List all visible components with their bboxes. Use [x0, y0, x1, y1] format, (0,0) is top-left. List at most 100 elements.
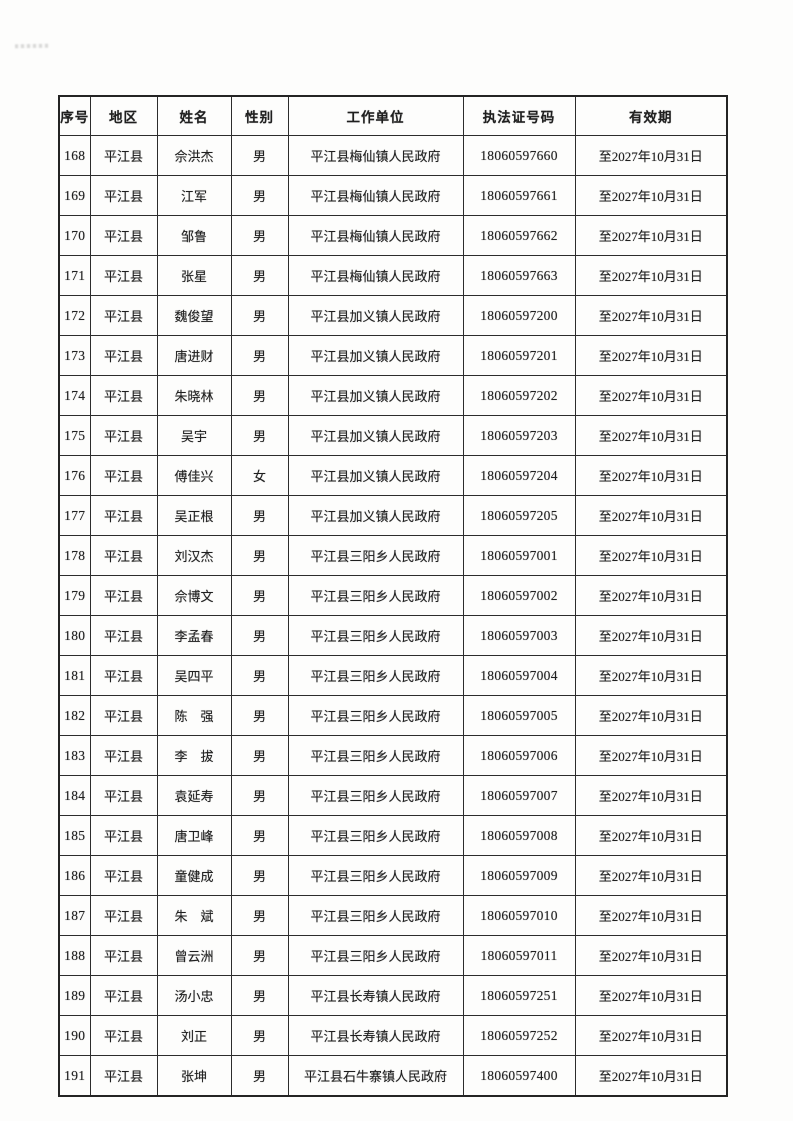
table-cell: 190 — [58, 1015, 91, 1056]
table-cell: 181 — [58, 655, 91, 696]
table-cell: 男 — [230, 255, 289, 296]
table-cell: 汤小忠 — [156, 975, 232, 1016]
table-cell: 男 — [230, 535, 289, 576]
table-cell: 至2027年10月31日 — [574, 895, 728, 936]
table-cell: 平江县 — [89, 1015, 158, 1056]
table-cell: 18060597005 — [462, 695, 576, 736]
table-cell: 刘正 — [156, 1015, 232, 1056]
table-cell: 男 — [230, 775, 289, 816]
table-row: 179 平江县 佘博文男平江县三阳乡人民政府 18060597002 至2027年10月… — [58, 575, 728, 616]
table-cell: 男 — [230, 695, 289, 736]
table-cell: 男 — [230, 295, 289, 336]
table-cell: 172 — [58, 295, 91, 336]
table-cell: 178 — [58, 535, 91, 576]
certificate-table: 序号 地区 姓名 性别 工作单位 执法证号码 有效期 168 平江县 佘洪杰男平江县梅仙镇人民政… — [58, 95, 728, 1097]
table-cell: 176 — [58, 455, 91, 496]
table-cell: 平江县加义镇人民政府 — [287, 295, 464, 336]
table-cell: 平江县 — [89, 615, 158, 656]
table-cell: 18060597662 — [462, 215, 576, 256]
table-cell: 至2027年10月31日 — [574, 975, 728, 1016]
table-cell: 18060597204 — [462, 455, 576, 496]
column-header: 工作单位 — [287, 95, 464, 136]
table-cell: 男 — [230, 935, 289, 976]
table-cell: 男 — [230, 1015, 289, 1056]
table-cell: 至2027年10月31日 — [574, 495, 728, 536]
table-cell: 至2027年10月31日 — [574, 135, 728, 176]
table-cell: 江军 — [156, 175, 232, 216]
table-cell: 平江县三阳乡人民政府 — [287, 855, 464, 896]
table-cell: 平江县 — [89, 895, 158, 936]
table-cell: 男 — [230, 575, 289, 616]
table-row: 178 平江县 刘汉杰男平江县三阳乡人民政府 18060597001 至2027年10月… — [58, 535, 728, 576]
table-cell: 平江县梅仙镇人民政府 — [287, 255, 464, 296]
table-row: 172 平江县 魏俊望男平江县加义镇人民政府 18060597200 至2027年10月… — [58, 295, 728, 336]
table-cell: 平江县梅仙镇人民政府 — [287, 215, 464, 256]
table-cell: 188 — [58, 935, 91, 976]
table-cell: 张星 — [156, 255, 232, 296]
table-cell: 袁延寿 — [156, 775, 232, 816]
table-cell: 平江县加义镇人民政府 — [287, 495, 464, 536]
table-cell: 邹鲁 — [156, 215, 232, 256]
column-header: 序号 — [58, 95, 91, 136]
table-cell: 18060597002 — [462, 575, 576, 616]
table-cell: 平江县 — [89, 935, 158, 976]
table-cell: 朱晓林 — [156, 375, 232, 416]
table-cell: 男 — [230, 335, 289, 376]
table-cell: 佘博文 — [156, 575, 232, 616]
table-cell: 男 — [230, 815, 289, 856]
table-cell: 平江县加义镇人民政府 — [287, 455, 464, 496]
table-cell: 173 — [58, 335, 91, 376]
table-cell: 至2027年10月31日 — [574, 655, 728, 696]
table-cell: 平江县 — [89, 815, 158, 856]
table-cell: 刘汉杰 — [156, 535, 232, 576]
table-cell: 平江县梅仙镇人民政府 — [287, 175, 464, 216]
table-cell: 男 — [230, 735, 289, 776]
table-cell: 平江县 — [89, 655, 158, 696]
table-cell: 平江县三阳乡人民政府 — [287, 695, 464, 736]
table-cell: 平江县加义镇人民政府 — [287, 375, 464, 416]
table-row: 169 平江县 江军男平江县梅仙镇人民政府 18060597661 至2027年10月3… — [58, 175, 728, 216]
table-cell: 169 — [58, 175, 91, 216]
table-cell: 至2027年10月31日 — [574, 535, 728, 576]
table-cell: 吴宇 — [156, 415, 232, 456]
table-cell: 朱 斌 — [156, 895, 232, 936]
table-cell: 女 — [230, 455, 289, 496]
table-cell: 平江县 — [89, 135, 158, 176]
table-cell: 平江县 — [89, 215, 158, 256]
table-cell: 175 — [58, 415, 91, 456]
table-row: 182 平江县陈 强男平江县三阳乡人民政府 18060597005 至2027年10月… — [58, 695, 728, 736]
table-cell: 平江县 — [89, 855, 158, 896]
table-cell: 男 — [230, 135, 289, 176]
table-cell: 187 — [58, 895, 91, 936]
column-header: 有效期 — [574, 95, 728, 136]
table-cell: 李 拔 — [156, 735, 232, 776]
table-row: 186 平江县 童健成男平江县三阳乡人民政府 18060597009 至2027年10月… — [58, 855, 728, 896]
header-row: 序号 地区 姓名 性别 工作单位 执法证号码 有效期 — [58, 95, 728, 136]
table-row: 180 平江县 李孟春男平江县三阳乡人民政府 18060597003 至2027年10月… — [58, 615, 728, 656]
table-row: 187 平江县朱 斌男平江县三阳乡人民政府 18060597010 至2027年10月… — [58, 895, 728, 936]
table-cell: 平江县三阳乡人民政府 — [287, 735, 464, 776]
table-cell: 平江县 — [89, 335, 158, 376]
table-cell: 184 — [58, 775, 91, 816]
table-cell: 至2027年10月31日 — [574, 615, 728, 656]
table-cell: 18060597201 — [462, 335, 576, 376]
table-cell: 童健成 — [156, 855, 232, 896]
table-cell: 平江县长寿镇人民政府 — [287, 1015, 464, 1056]
table-cell: 平江县 — [89, 415, 158, 456]
table-cell: 平江县 — [89, 495, 158, 536]
table-cell: 18060597003 — [462, 615, 576, 656]
table-row: 191 平江县 张坤男平江县石牛寨镇人民政府 18060597400 至2027年10月… — [58, 1055, 728, 1097]
table-row: 190 平江县 刘正男平江县长寿镇人民政府 18060597252 至2027年10月3… — [58, 1015, 728, 1056]
table-cell: 174 — [58, 375, 91, 416]
table-cell: 至2027年10月31日 — [574, 815, 728, 856]
table-cell: 男 — [230, 895, 289, 936]
table-cell: 18060597251 — [462, 975, 576, 1016]
table-cell: 至2027年10月31日 — [574, 335, 728, 376]
table-cell: 18060597006 — [462, 735, 576, 776]
table-cell: 平江县三阳乡人民政府 — [287, 655, 464, 696]
table-cell: 平江县三阳乡人民政府 — [287, 935, 464, 976]
column-header: 地区 — [89, 95, 158, 136]
table-cell: 至2027年10月31日 — [574, 215, 728, 256]
table-cell: 18060597011 — [462, 935, 576, 976]
